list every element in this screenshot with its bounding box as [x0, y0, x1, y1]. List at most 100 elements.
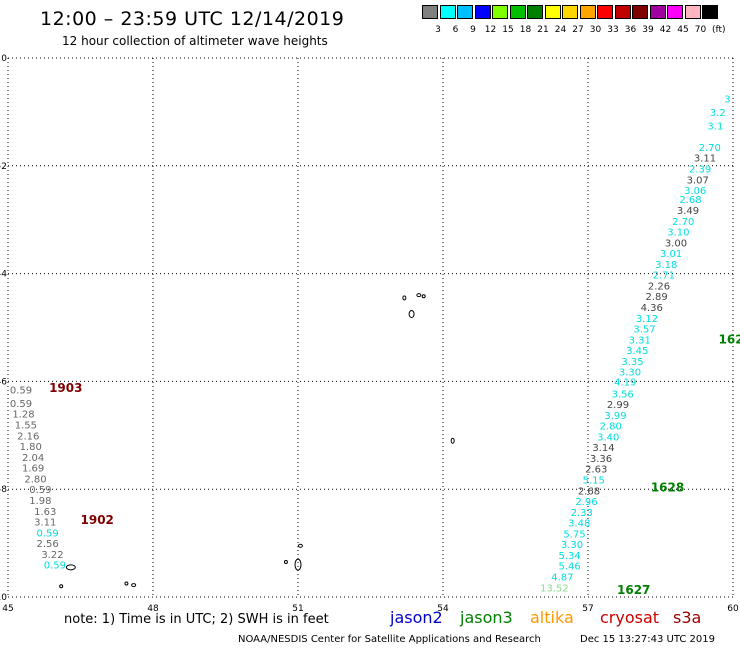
wave-height-value: 3.36 — [590, 454, 612, 465]
legend-swatch — [509, 5, 526, 19]
wave-height-value: 2.26 — [648, 281, 670, 292]
wave-height-value: 3.18 — [655, 260, 677, 271]
satellite-name: jason2 — [390, 608, 443, 627]
island-outline — [297, 543, 303, 548]
island-outline — [65, 564, 76, 571]
wave-height-value: 0.59 — [44, 561, 66, 572]
wave-height-value: 5.75 — [563, 529, 585, 540]
wave-height-value: 0.59 — [36, 528, 58, 539]
legend-swatch — [667, 5, 683, 19]
legend-label: 12 — [484, 25, 497, 35]
wave-height-value: 3.1 — [707, 121, 723, 132]
wave-height-value: 2.71 — [653, 271, 675, 282]
satellite-name: altika — [530, 608, 574, 627]
wave-height-value: 3.57 — [633, 325, 655, 336]
wave-height-value: 1.98 — [29, 496, 51, 507]
wave-height-value: 3.22 — [41, 550, 63, 561]
wave-height-value: 3.06 — [684, 186, 706, 197]
track-id-label: 1902 — [81, 513, 114, 527]
legend-swatch — [562, 5, 578, 19]
legend-label: 33 — [607, 25, 619, 35]
wave-height-value: 1.80 — [20, 442, 42, 453]
legend-label: 3 — [435, 25, 441, 35]
satellite-name: cryosat — [600, 608, 660, 627]
wave-height-value: 3.14 — [592, 443, 614, 454]
legend-swatch — [702, 5, 718, 19]
legend-swatch — [544, 5, 561, 19]
track-id-label: 1629 — [719, 332, 740, 346]
legend-label: 45 — [677, 25, 689, 35]
wave-height-value: 2.80 — [24, 474, 46, 485]
wave-height-value: 3.00 — [665, 238, 687, 249]
legend-swatch — [614, 5, 631, 19]
legend-label: 15 — [502, 25, 514, 35]
timestamp: Dec 15 13:27:43 UTC 2019 — [580, 634, 715, 645]
wave-height-value: 3.40 — [597, 432, 619, 443]
wave-height-value: 3.11 — [694, 154, 716, 165]
lat-tick-label: -8 — [0, 485, 7, 495]
island-outline — [124, 581, 129, 586]
wave-height-value: 0.59 — [10, 399, 32, 410]
satellite-name: s3a — [673, 608, 702, 627]
island-outline — [131, 583, 137, 588]
lon-tick-label: 51 — [292, 604, 303, 614]
island-outline — [59, 584, 64, 589]
legend-label: 30 — [589, 25, 602, 35]
footnote: note: 1) Time is in UTC; 2) SWH is in fe… — [64, 612, 329, 627]
wave-height-value: 4.36 — [641, 303, 663, 314]
wave-height-value: 4.19 — [614, 377, 636, 388]
island-outline — [294, 558, 302, 571]
legend-label: 9 — [470, 25, 476, 35]
wave-height-value: 2.16 — [17, 431, 39, 442]
legend-label: 42 — [659, 25, 672, 35]
wave-height-value: 2.99 — [607, 400, 629, 411]
wave-height-value: 4.87 — [551, 573, 573, 584]
wave-height-value: 2.63 — [585, 465, 607, 476]
wave-height-value: 2.96 — [575, 497, 597, 508]
wave-height-value: 2.33 — [571, 508, 593, 519]
legend-label: 39 — [642, 25, 654, 35]
legend-swatch — [527, 5, 543, 19]
lat-tick-label: -6 — [0, 377, 7, 387]
legend-swatch — [632, 5, 648, 19]
wave-height-value: 3.99 — [604, 411, 626, 422]
lon-tick-label: 57 — [582, 604, 593, 614]
wave-height-value: 13.52 — [540, 583, 569, 594]
wave-height-value: 0.59 — [29, 485, 51, 496]
wave-height-value: 2.56 — [36, 539, 58, 550]
satellite-name: jason3 — [460, 608, 513, 627]
wave-height-value: 1.28 — [12, 410, 34, 421]
wave-height-value: 3.30 — [619, 368, 641, 379]
lon-tick-label: 54 — [437, 604, 449, 614]
legend-label: 27 — [572, 25, 584, 35]
wave-height-value: 1.55 — [15, 421, 37, 432]
legend-swatch — [649, 5, 666, 19]
lat-tick-label: -4 — [0, 270, 7, 280]
track-id-label: 1627 — [617, 583, 650, 597]
wave-height-value: 3.56 — [612, 389, 634, 400]
legend-swatch — [439, 5, 456, 19]
wave-height-value: 2.39 — [689, 164, 711, 175]
wave-height-value: 3.01 — [660, 249, 682, 260]
wave-height-value: 3.10 — [667, 228, 689, 239]
wave-height-value: 5.46 — [558, 562, 580, 573]
legend-swatch — [474, 5, 491, 19]
wave-height-value: 3.2 — [710, 108, 726, 119]
lon-tick-label: 45 — [2, 604, 13, 614]
page-subtitle: 12 hour collection of altimeter wave hei… — [62, 34, 328, 48]
legend-label: 18 — [519, 25, 532, 35]
wave-height-value: 5.15 — [583, 475, 605, 486]
wave-height-value: 3.48 — [568, 519, 590, 530]
wave-height-value: 0.59 — [10, 385, 32, 396]
wave-height-value: 3.11 — [34, 518, 56, 529]
wave-height-value: 2.70 — [672, 217, 694, 228]
lon-tick-label: 48 — [147, 604, 159, 614]
wave-height-value: 3.31 — [629, 335, 651, 346]
wave-height-value: 3.45 — [626, 346, 648, 357]
credit-text: NOAA/NESDIS Center for Satellite Applica… — [238, 634, 541, 645]
wave-height-value: 5.34 — [558, 551, 580, 562]
legend-label: 6 — [452, 25, 459, 35]
lat-tick-label: -10 — [0, 593, 7, 603]
legend-label: 24 — [554, 25, 567, 35]
